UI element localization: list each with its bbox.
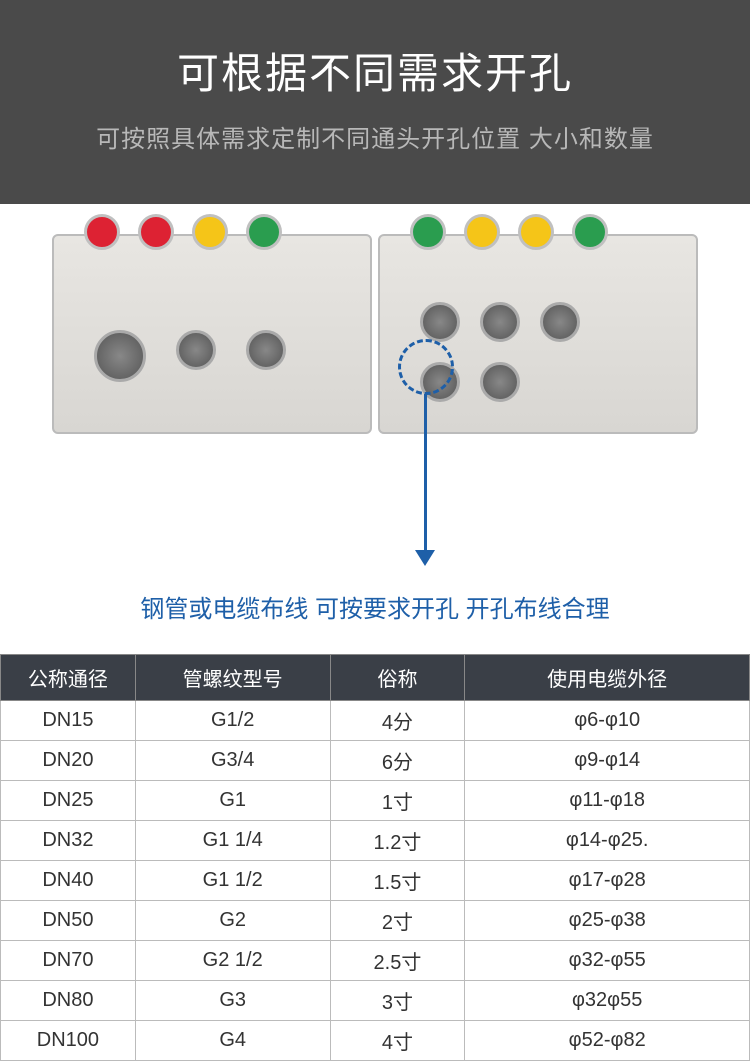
table-cell: G2 1/2 bbox=[135, 941, 330, 981]
cable-gland bbox=[420, 302, 460, 342]
table-cell: G2 bbox=[135, 901, 330, 941]
table-cell: DN50 bbox=[1, 901, 136, 941]
table-cell: G3 bbox=[135, 981, 330, 1021]
push-button-green bbox=[572, 214, 608, 250]
table-cell: 2寸 bbox=[330, 901, 465, 941]
cable-gland bbox=[480, 362, 520, 402]
push-button-yellow bbox=[518, 214, 554, 250]
table-cell: 1.2寸 bbox=[330, 821, 465, 861]
push-button-red bbox=[84, 214, 120, 250]
page-subtitle: 可按照具体需求定制不同通头开孔位置 大小和数量 bbox=[20, 119, 730, 154]
table-cell: φ52-φ82 bbox=[465, 1021, 750, 1061]
table-cell: φ32-φ55 bbox=[465, 941, 750, 981]
table-cell: 2.5寸 bbox=[330, 941, 465, 981]
spec-table-wrap: 公称通径 管螺纹型号 俗称 使用电缆外径 DN15G1/24分φ6-φ10DN2… bbox=[0, 654, 750, 1061]
table-cell: DN100 bbox=[1, 1021, 136, 1061]
table-cell: DN15 bbox=[1, 701, 136, 741]
push-button-red bbox=[138, 214, 174, 250]
table-cell: G1/2 bbox=[135, 701, 330, 741]
table-cell: DN80 bbox=[1, 981, 136, 1021]
cable-gland bbox=[480, 302, 520, 342]
push-button-yellow bbox=[464, 214, 500, 250]
header: 可根据不同需求开孔 可按照具体需求定制不同通头开孔位置 大小和数量 bbox=[0, 0, 750, 174]
table-row: DN15G1/24分φ6-φ10 bbox=[1, 701, 750, 741]
col-common-name: 俗称 bbox=[330, 655, 465, 701]
table-cell: DN70 bbox=[1, 941, 136, 981]
table-cell: G1 bbox=[135, 781, 330, 821]
push-button-yellow bbox=[192, 214, 228, 250]
table-row: DN80G33寸φ32φ55 bbox=[1, 981, 750, 1021]
table-cell: 1寸 bbox=[330, 781, 465, 821]
col-thread-model: 管螺纹型号 bbox=[135, 655, 330, 701]
product-row bbox=[0, 204, 750, 434]
arrow-head-icon bbox=[415, 550, 435, 566]
table-cell: φ32φ55 bbox=[465, 981, 750, 1021]
table-header-row: 公称通径 管螺纹型号 俗称 使用电缆外径 bbox=[1, 655, 750, 701]
table-row: DN40G1 1/21.5寸φ17-φ28 bbox=[1, 861, 750, 901]
table-cell: DN32 bbox=[1, 821, 136, 861]
figure-caption: 钢管或电缆布线 可按要求开孔 开孔布线合理 bbox=[0, 589, 750, 624]
cable-gland bbox=[540, 302, 580, 342]
table-cell: 3寸 bbox=[330, 981, 465, 1021]
push-button-green bbox=[246, 214, 282, 250]
table-cell: φ25-φ38 bbox=[465, 901, 750, 941]
table-row: DN100G44寸φ52-φ82 bbox=[1, 1021, 750, 1061]
table-cell: φ6-φ10 bbox=[465, 701, 750, 741]
table-cell: 4分 bbox=[330, 701, 465, 741]
table-row: DN70G2 1/22.5寸φ32-φ55 bbox=[1, 941, 750, 981]
table-cell: DN25 bbox=[1, 781, 136, 821]
cable-gland bbox=[94, 330, 146, 382]
table-cell: G1 1/4 bbox=[135, 821, 330, 861]
cable-gland bbox=[246, 330, 286, 370]
table-cell: φ11-φ18 bbox=[465, 781, 750, 821]
col-nominal-diameter: 公称通径 bbox=[1, 655, 136, 701]
table-cell: 1.5寸 bbox=[330, 861, 465, 901]
table-cell: G1 1/2 bbox=[135, 861, 330, 901]
page-title: 可根据不同需求开孔 bbox=[20, 40, 730, 101]
table-row: DN32G1 1/41.2寸φ14-φ25. bbox=[1, 821, 750, 861]
table-cell: φ9-φ14 bbox=[465, 741, 750, 781]
spec-table: 公称通径 管螺纹型号 俗称 使用电缆外径 DN15G1/24分φ6-φ10DN2… bbox=[0, 654, 750, 1061]
table-row: DN50G22寸φ25-φ38 bbox=[1, 901, 750, 941]
table-cell: φ14-φ25. bbox=[465, 821, 750, 861]
table-cell: DN20 bbox=[1, 741, 136, 781]
table-cell: G3/4 bbox=[135, 741, 330, 781]
cable-gland bbox=[176, 330, 216, 370]
highlight-circle bbox=[398, 339, 454, 395]
table-cell: 4寸 bbox=[330, 1021, 465, 1061]
table-cell: 6分 bbox=[330, 741, 465, 781]
table-row: DN20G3/46分φ9-φ14 bbox=[1, 741, 750, 781]
control-box-left bbox=[52, 234, 372, 434]
table-cell: G4 bbox=[135, 1021, 330, 1061]
table-cell: DN40 bbox=[1, 861, 136, 901]
col-cable-od: 使用电缆外径 bbox=[465, 655, 750, 701]
product-figure: 钢管或电缆布线 可按要求开孔 开孔布线合理 bbox=[0, 204, 750, 654]
table-cell: φ17-φ28 bbox=[465, 861, 750, 901]
table-row: DN25G11寸φ11-φ18 bbox=[1, 781, 750, 821]
arrow-line bbox=[424, 394, 427, 554]
push-button-green bbox=[410, 214, 446, 250]
